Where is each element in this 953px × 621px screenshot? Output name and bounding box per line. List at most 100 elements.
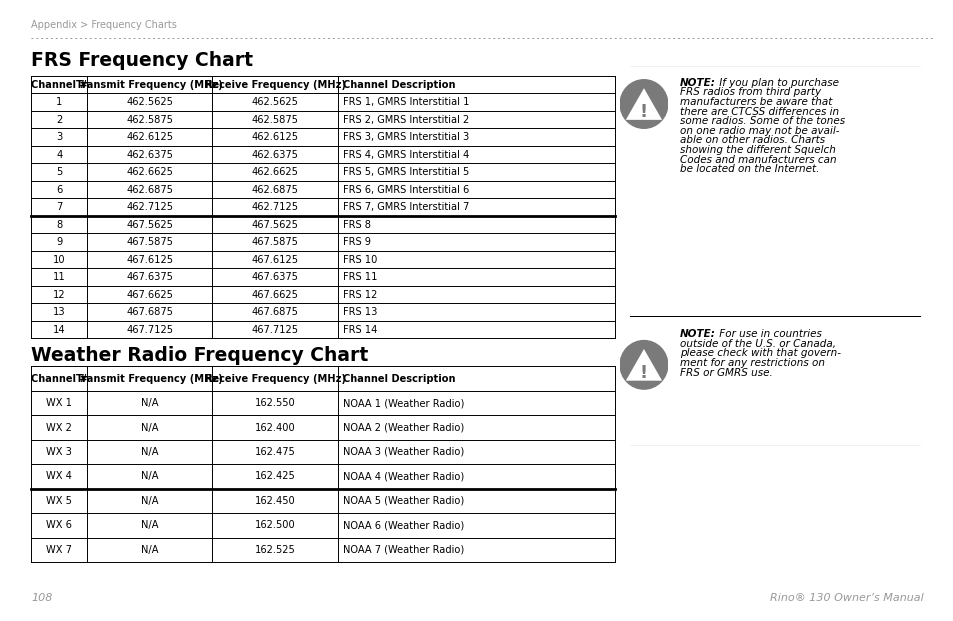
Text: 462.6625: 462.6625: [126, 167, 172, 177]
Text: 462.6125: 462.6125: [126, 132, 173, 142]
Text: FRS 13: FRS 13: [342, 307, 376, 317]
Text: some radios. Some of the tones: some radios. Some of the tones: [679, 116, 844, 126]
Text: FRS 1, GMRS Interstitial 1: FRS 1, GMRS Interstitial 1: [342, 97, 469, 107]
Text: 462.5625: 462.5625: [252, 97, 298, 107]
Text: 467.5625: 467.5625: [126, 220, 172, 230]
Text: 467.6125: 467.6125: [126, 255, 173, 265]
Text: N/A: N/A: [141, 447, 158, 457]
Text: 467.5875: 467.5875: [252, 237, 298, 247]
Text: 7: 7: [56, 202, 62, 212]
Ellipse shape: [619, 340, 667, 389]
Text: 4: 4: [56, 150, 62, 160]
Text: FRS radios from third party: FRS radios from third party: [679, 87, 821, 97]
Text: WX 2: WX 2: [47, 422, 72, 432]
Text: WX 4: WX 4: [47, 471, 72, 481]
Text: 462.6125: 462.6125: [252, 132, 298, 142]
Text: please check with that govern-: please check with that govern-: [679, 348, 841, 358]
Text: 467.6625: 467.6625: [126, 289, 172, 300]
Text: Rino® 130 Owner’s Manual: Rino® 130 Owner’s Manual: [769, 593, 923, 603]
Text: Channel #: Channel #: [30, 79, 88, 89]
Text: FRS 6, GMRS Interstitial 6: FRS 6, GMRS Interstitial 6: [342, 184, 469, 194]
Text: FRS 11: FRS 11: [342, 272, 376, 282]
Text: 467.6375: 467.6375: [126, 272, 172, 282]
Text: FRS 10: FRS 10: [342, 255, 376, 265]
Polygon shape: [625, 88, 661, 120]
Text: NOAA 6 (Weather Radio): NOAA 6 (Weather Radio): [342, 520, 463, 530]
Text: 162.525: 162.525: [254, 545, 295, 555]
Text: 162.425: 162.425: [254, 471, 295, 481]
Text: 467.7125: 467.7125: [252, 325, 298, 335]
Text: on one radio may not be avail-: on one radio may not be avail-: [679, 125, 839, 136]
Text: NOAA 7 (Weather Radio): NOAA 7 (Weather Radio): [342, 545, 463, 555]
Text: Channel #: Channel #: [30, 374, 88, 384]
Text: NOTE:: NOTE:: [679, 78, 716, 88]
Text: FRS 2, GMRS Interstitial 2: FRS 2, GMRS Interstitial 2: [342, 114, 469, 125]
Text: 462.5625: 462.5625: [126, 97, 172, 107]
Text: WX 6: WX 6: [47, 520, 72, 530]
Text: !: !: [639, 365, 647, 383]
Text: 467.7125: 467.7125: [126, 325, 173, 335]
Text: NOAA 2 (Weather Radio): NOAA 2 (Weather Radio): [342, 422, 463, 432]
Text: 10: 10: [52, 255, 66, 265]
Text: Channel Description: Channel Description: [342, 374, 455, 384]
Text: FRS 5, GMRS Interstitial 5: FRS 5, GMRS Interstitial 5: [342, 167, 469, 177]
Text: FRS or GMRS use.: FRS or GMRS use.: [679, 368, 772, 378]
Text: 108: 108: [31, 593, 52, 603]
Text: 467.6625: 467.6625: [252, 289, 298, 300]
Text: there are CTCSS differences in: there are CTCSS differences in: [679, 107, 839, 117]
Text: 467.5875: 467.5875: [126, 237, 172, 247]
Text: 162.550: 162.550: [254, 398, 295, 408]
Text: 462.7125: 462.7125: [252, 202, 298, 212]
Text: FRS 3, GMRS Interstitial 3: FRS 3, GMRS Interstitial 3: [342, 132, 469, 142]
Text: 5: 5: [56, 167, 62, 177]
Text: 162.450: 162.450: [254, 496, 295, 506]
Text: manufacturers be aware that: manufacturers be aware that: [679, 97, 832, 107]
Text: Appendix > Frequency Charts: Appendix > Frequency Charts: [31, 20, 177, 30]
Text: WX 3: WX 3: [47, 447, 72, 457]
Text: showing the different Squelch: showing the different Squelch: [679, 145, 835, 155]
Text: 13: 13: [52, 307, 66, 317]
Text: N/A: N/A: [141, 520, 158, 530]
Text: For use in countries: For use in countries: [716, 329, 821, 339]
Text: Transmit Frequency (MHz): Transmit Frequency (MHz): [76, 79, 223, 89]
Text: NOTE:: NOTE:: [679, 329, 716, 339]
Text: Receive Frequency (MHz): Receive Frequency (MHz): [205, 374, 345, 384]
Text: 462.5875: 462.5875: [252, 114, 298, 125]
Text: 8: 8: [56, 220, 62, 230]
Text: be located on the Internet.: be located on the Internet.: [679, 164, 819, 175]
Text: 6: 6: [56, 184, 62, 194]
Text: 11: 11: [52, 272, 66, 282]
Text: FRS 4, GMRS Interstitial 4: FRS 4, GMRS Interstitial 4: [342, 150, 469, 160]
Text: 462.7125: 462.7125: [126, 202, 173, 212]
Text: 2: 2: [56, 114, 62, 125]
Text: Channel Description: Channel Description: [342, 79, 455, 89]
Text: 467.6875: 467.6875: [252, 307, 298, 317]
Text: WX 7: WX 7: [47, 545, 72, 555]
Text: 162.400: 162.400: [254, 422, 295, 432]
Text: !: !: [639, 104, 647, 122]
Text: 462.5875: 462.5875: [126, 114, 172, 125]
Text: Receive Frequency (MHz): Receive Frequency (MHz): [205, 79, 345, 89]
Text: 162.475: 162.475: [254, 447, 295, 457]
Text: N/A: N/A: [141, 398, 158, 408]
Ellipse shape: [619, 79, 667, 129]
Text: N/A: N/A: [141, 545, 158, 555]
Text: FRS 14: FRS 14: [342, 325, 376, 335]
Text: If you plan to purchase: If you plan to purchase: [716, 78, 839, 88]
Text: 9: 9: [56, 237, 62, 247]
Text: WX 5: WX 5: [47, 496, 72, 506]
Text: NOAA 3 (Weather Radio): NOAA 3 (Weather Radio): [342, 447, 463, 457]
Text: 462.6375: 462.6375: [126, 150, 172, 160]
Text: 467.6125: 467.6125: [252, 255, 298, 265]
Text: ment for any restrictions on: ment for any restrictions on: [679, 358, 824, 368]
Text: FRS 7, GMRS Interstitial 7: FRS 7, GMRS Interstitial 7: [342, 202, 469, 212]
Text: Codes and manufacturers can: Codes and manufacturers can: [679, 155, 836, 165]
Text: Weather Radio Frequency Chart: Weather Radio Frequency Chart: [31, 347, 369, 365]
Text: 3: 3: [56, 132, 62, 142]
Text: 462.6375: 462.6375: [252, 150, 298, 160]
Text: 462.6625: 462.6625: [252, 167, 298, 177]
Text: N/A: N/A: [141, 422, 158, 432]
Polygon shape: [625, 349, 661, 381]
Text: WX 1: WX 1: [46, 398, 72, 408]
Text: 462.6875: 462.6875: [252, 184, 298, 194]
